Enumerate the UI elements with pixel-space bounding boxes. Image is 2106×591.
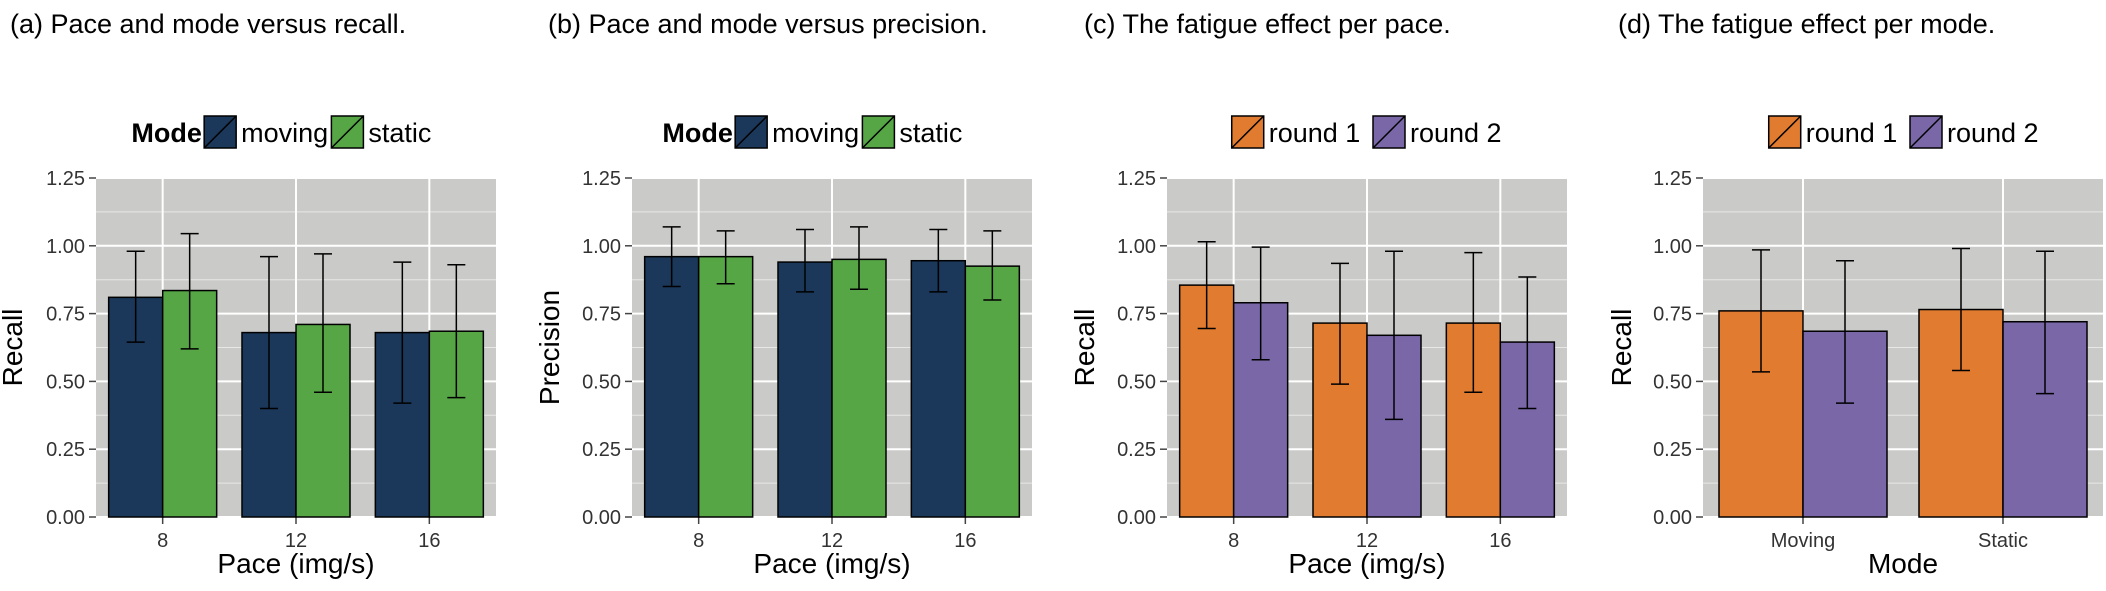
y-tick-label: 0.00: [582, 507, 621, 529]
x-tick-label: 16: [954, 530, 976, 552]
legend-label: moving: [772, 118, 859, 148]
chart-title: (a) Pace and mode versus recall.: [10, 9, 406, 39]
legend-key-slash: [734, 115, 768, 149]
bar-moving-12: [777, 261, 833, 518]
legend: round 1 round 2: [1230, 115, 1502, 149]
y-tick-label: 0.75: [1653, 304, 1692, 326]
y-tick-label: 1.00: [1117, 236, 1156, 258]
x-tick-label: 12: [1356, 530, 1378, 552]
x-axis-label: Mode: [1868, 548, 1938, 579]
chart-title: (c) The fatigue effect per pace.: [1084, 9, 1451, 39]
y-tick-label: 1.25: [1117, 168, 1156, 190]
y-tick-label: 0.25: [1653, 439, 1692, 461]
y-tick-label: 0.50: [1653, 371, 1692, 393]
y-tick-label: 0.50: [582, 371, 621, 393]
x-tick-label: Static: [1978, 530, 2028, 552]
chart-title: (b) Pace and mode versus precision.: [548, 9, 988, 39]
chart-title: (d) The fatigue effect per mode.: [1618, 9, 1995, 39]
y-tick-label: 1.25: [582, 168, 621, 190]
x-tick-label: Moving: [1771, 530, 1835, 552]
y-tick-label: 0.75: [46, 304, 85, 326]
legend-key-slash: [330, 115, 364, 149]
bar-static-16: [964, 265, 1021, 518]
legend-key-slash: [1372, 115, 1406, 149]
y-axis-label: Recall: [1606, 309, 1637, 387]
bar-static-8: [697, 255, 754, 518]
y-tick-label: 0.00: [1653, 507, 1692, 529]
y-tick-label: 0.75: [1117, 304, 1156, 326]
x-tick-label: 8: [1228, 530, 1239, 552]
x-axis-label: Pace (img/s): [217, 548, 374, 579]
y-tick-label: 1.00: [46, 236, 85, 258]
y-tick-label: 0.25: [46, 439, 85, 461]
legend-key-slash: [861, 115, 895, 149]
x-axis-label: Pace (img/s): [1288, 548, 1445, 579]
legend: round 1 round 2: [1767, 115, 2039, 149]
legend-label: moving: [241, 118, 328, 148]
x-tick-label: 12: [285, 530, 307, 552]
bar-moving-16: [910, 259, 967, 518]
x-tick-label: 8: [693, 530, 704, 552]
legend-label: static: [899, 118, 962, 148]
chart-panel-3: (c) The fatigue effect per pace. 0.00 0.25…: [1069, 9, 1567, 579]
y-tick-label: 0.50: [46, 371, 85, 393]
x-tick-label: 16: [418, 530, 440, 552]
legend-label: round 1: [1806, 118, 1898, 148]
legend-title: Mode: [131, 118, 202, 148]
legend-key-slash: [203, 115, 237, 149]
y-tick-label: 1.00: [582, 236, 621, 258]
y-axis-label: Precision: [534, 290, 565, 405]
legend-label: static: [368, 118, 431, 148]
x-tick-label: 16: [1489, 530, 1511, 552]
x-tick-label: 8: [157, 530, 168, 552]
x-tick-label: 12: [821, 530, 843, 552]
y-tick-label: 0.75: [582, 304, 621, 326]
chart-panel-4: (d) The fatigue effect per mode. 0.00 0.25…: [1606, 9, 2103, 579]
y-tick-label: 0.00: [1117, 507, 1156, 529]
legend: Mode moving static: [131, 115, 431, 149]
chart-panel-2: (b) Pace and mode versus precision. 0.00 0…: [534, 9, 1032, 579]
legend-key-slash: [1231, 115, 1265, 149]
x-axis-label: Pace (img/s): [753, 548, 910, 579]
y-tick-label: 1.25: [1653, 168, 1692, 190]
y-tick-label: 1.00: [1653, 236, 1692, 258]
chart-panel-1: (a) Pace and mode versus recall. 0.00 0.25…: [0, 9, 496, 579]
y-tick-label: 0.00: [46, 507, 85, 529]
legend-key-slash: [1909, 115, 1943, 149]
y-axis-label: Recall: [1069, 309, 1100, 387]
legend: Mode moving static: [662, 115, 962, 149]
y-tick-label: 0.50: [1117, 371, 1156, 393]
bar-static-12: [831, 258, 887, 518]
legend-title: Mode: [662, 118, 733, 148]
bar-moving-8: [643, 255, 700, 518]
legend-label: round 2: [1947, 118, 2039, 148]
y-tick-label: 0.25: [582, 439, 621, 461]
legend-label: round 2: [1410, 118, 1502, 148]
y-axis-label: Recall: [0, 309, 28, 387]
legend-label: round 1: [1269, 118, 1361, 148]
y-tick-label: 1.25: [46, 168, 85, 190]
legend-key-slash: [1768, 115, 1802, 149]
y-tick-label: 0.25: [1117, 439, 1156, 461]
